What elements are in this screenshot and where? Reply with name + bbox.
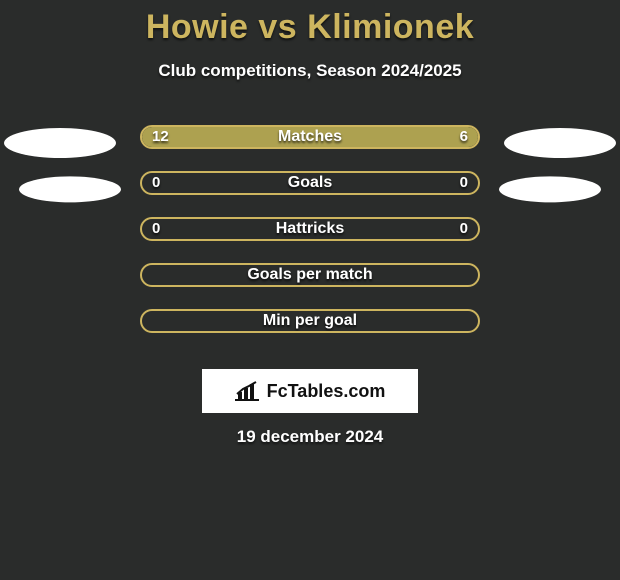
stat-bar: 0 0Hattricks <box>140 217 480 241</box>
stat-value-right: 6 <box>460 127 468 147</box>
stat-row: 126Matches <box>0 123 620 169</box>
stat-value-left: 0 <box>152 219 160 239</box>
logo-box: FcTables.com <box>202 369 418 413</box>
comparison-card: Howie vs Klimionek Club competitions, Se… <box>0 0 620 447</box>
stat-row: 0 0Hattricks <box>0 215 620 261</box>
stat-rows: 126Matches00Goals00HattricksGoals per ma… <box>0 123 620 353</box>
stat-bar: 126Matches <box>140 125 480 149</box>
subtitle: Club competitions, Season 2024/2025 <box>0 61 620 81</box>
player-left-marker <box>19 176 121 202</box>
stat-bar: Goals per match <box>140 263 480 287</box>
bar-fill-left <box>142 127 366 147</box>
player-right-marker <box>499 176 601 202</box>
stat-bar: Min per goal <box>140 309 480 333</box>
stat-row: 0 0Goals <box>0 169 620 215</box>
player-left-marker <box>4 128 116 158</box>
stat-label: Goals <box>142 173 478 193</box>
stat-label: Hattricks <box>142 219 478 239</box>
stat-value-left: 0 <box>152 173 160 193</box>
stat-label: Goals per match <box>142 265 478 285</box>
stat-value-right: 0 <box>460 219 468 239</box>
stat-bar: 0 0Goals <box>140 171 480 195</box>
stat-row: Min per goal <box>0 307 620 353</box>
stat-value-left: 12 <box>152 127 169 147</box>
stat-row: Goals per match <box>0 261 620 307</box>
stat-value-right: 0 <box>460 173 468 193</box>
date-line: 19 december 2024 <box>0 427 620 447</box>
stat-label: Min per goal <box>142 311 478 331</box>
player-right-marker <box>504 128 616 158</box>
page-title: Howie vs Klimionek <box>0 8 620 47</box>
bar-chart-icon <box>235 380 263 402</box>
logo-text: FcTables.com <box>267 381 386 402</box>
